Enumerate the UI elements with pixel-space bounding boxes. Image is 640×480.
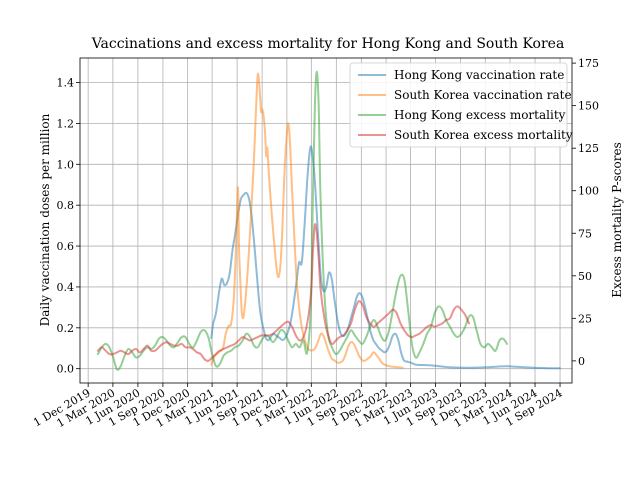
y-left-tick-label: 1.2 [57, 117, 75, 130]
chart-title: Vaccinations and excess mortality for Ho… [91, 36, 565, 52]
legend-label-hong-kong-vaccination-rate: Hong Kong vaccination rate [394, 68, 564, 82]
y-right-tick-label: 100 [578, 185, 599, 198]
series-line-hong-kong-vaccination-rate [210, 145, 561, 370]
y-right-tick-label: 125 [578, 142, 599, 155]
series-line-south-korea-excess-mortality [96, 223, 470, 362]
legend-label-south-korea-excess-mortality: South Korea excess mortality [394, 128, 573, 142]
y-right-tick-label: 25 [578, 312, 592, 325]
legend-label-south-korea-vaccination-rate: South Korea vaccination rate [394, 88, 572, 102]
legend-label-hong-kong-excess-mortality: Hong Kong excess mortality [394, 108, 566, 122]
legend-box [349, 62, 568, 148]
y-right-tick-label: 150 [578, 100, 599, 113]
y-axis-right: 0 25 50 75 100 125 150 175 [572, 57, 599, 368]
y-right-tick-label: 0 [578, 355, 585, 368]
legend: Hong Kong vaccination rate South Korea va… [349, 62, 573, 148]
y-right-tick-label: 75 [578, 227, 592, 240]
y-left-tick-label: 0.4 [57, 281, 75, 294]
y-right-tick-label: 50 [578, 270, 592, 283]
y-left-tick-label: 1.4 [57, 77, 75, 90]
y-axis-left: 0.0 0.2 0.4 0.6 0.8 1.0 1.2 1.4 [57, 77, 80, 376]
plot-frame [79, 57, 573, 384]
series-line-south-korea-vaccination-rate [210, 72, 404, 369]
y-left-tick-label: 0.8 [57, 199, 75, 212]
y-right-tick-label: 175 [578, 57, 599, 70]
y-left-tick-label: 0.6 [57, 240, 75, 253]
y-axis-right-label: Excess mortality P-scores [610, 142, 624, 297]
y-left-tick-label: 0.2 [57, 322, 75, 335]
series-lines [96, 70, 561, 371]
y-left-tick-label: 1.0 [57, 158, 75, 171]
y-left-tick-label: 0.0 [57, 363, 75, 376]
y-axis-left-label: Daily vaccination doses per million [38, 113, 52, 326]
